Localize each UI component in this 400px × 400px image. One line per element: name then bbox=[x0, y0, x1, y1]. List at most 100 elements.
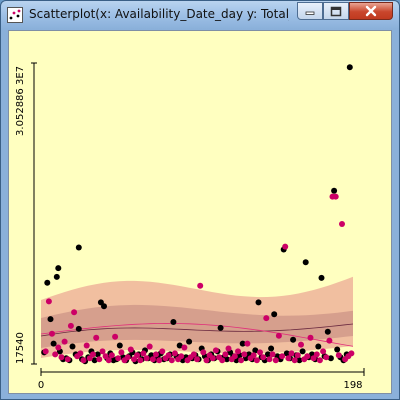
close-button[interactable] bbox=[349, 2, 393, 20]
scatter-point bbox=[331, 187, 338, 194]
scatter-point bbox=[348, 350, 355, 357]
minimize-button[interactable] bbox=[297, 2, 323, 20]
scatter-point bbox=[339, 221, 345, 227]
scatter-point bbox=[159, 348, 166, 355]
scatter-point bbox=[315, 343, 322, 350]
scatter-point bbox=[176, 342, 183, 349]
scatter-point bbox=[118, 349, 125, 356]
scatter-point bbox=[171, 350, 178, 357]
window-title: Scatterplot(x: Availability_Date_day y: … bbox=[29, 7, 289, 21]
minimize-icon bbox=[305, 11, 315, 15]
scatter-point bbox=[244, 340, 251, 347]
scatter-point bbox=[209, 355, 216, 362]
scatter-point bbox=[168, 357, 175, 364]
scatter-point bbox=[260, 354, 267, 361]
scatter-point bbox=[116, 342, 123, 349]
scatter-point bbox=[75, 325, 82, 332]
maximize-icon bbox=[330, 6, 342, 16]
scatter-point bbox=[203, 357, 210, 364]
scatter-point bbox=[71, 309, 78, 316]
scatter-point bbox=[275, 332, 282, 339]
scatter-point bbox=[222, 351, 229, 358]
scatter-point bbox=[137, 357, 144, 364]
trend-line-pink bbox=[40, 322, 354, 347]
scatter-point bbox=[241, 351, 248, 358]
scatter-point bbox=[96, 356, 103, 363]
scatter-point bbox=[101, 303, 107, 310]
scatter-point bbox=[93, 334, 100, 341]
scatter-point bbox=[55, 344, 62, 351]
scatter-point bbox=[80, 357, 87, 364]
window-controls bbox=[297, 2, 393, 22]
scatter-point bbox=[58, 354, 65, 361]
scatter-point bbox=[323, 354, 330, 361]
scatter-point bbox=[294, 352, 301, 359]
scatter-point bbox=[255, 299, 262, 306]
scatter-point bbox=[263, 315, 270, 322]
trend-line-dark bbox=[40, 323, 354, 337]
scatter-point bbox=[115, 355, 122, 362]
scatter-point bbox=[140, 350, 147, 357]
scatter-point bbox=[170, 319, 177, 325]
scatter-point bbox=[302, 259, 309, 266]
scatter-point bbox=[44, 279, 51, 286]
scatter-point bbox=[156, 357, 163, 364]
scatter-point bbox=[313, 351, 320, 358]
scatter-point bbox=[212, 347, 219, 354]
scatter-point bbox=[50, 340, 57, 347]
scatter-point bbox=[42, 348, 49, 355]
scatter-point bbox=[326, 337, 333, 344]
x-tick-label-max: 198 bbox=[343, 380, 362, 391]
scatter-point bbox=[194, 356, 200, 363]
scatter-point bbox=[318, 274, 325, 281]
scatter-point bbox=[178, 353, 185, 360]
scatter-point bbox=[235, 348, 241, 355]
scatter-point bbox=[282, 243, 289, 250]
scatter-point bbox=[219, 357, 226, 364]
scatter-point bbox=[250, 352, 257, 359]
scatter-point bbox=[272, 357, 279, 364]
scatter-point bbox=[252, 347, 259, 354]
scatter-point bbox=[334, 346, 341, 353]
scatter-point bbox=[165, 352, 172, 359]
scatter-point bbox=[296, 357, 303, 364]
x-tick-label-min: 0 bbox=[38, 380, 44, 391]
scatter-point bbox=[52, 351, 59, 358]
scatter-point bbox=[49, 330, 55, 337]
scatter-point bbox=[67, 322, 74, 329]
scatter-point bbox=[324, 328, 331, 335]
title-bar[interactable]: Scatterplot(x: Availability_Date_day y: … bbox=[1, 1, 399, 29]
scatter-point bbox=[320, 348, 327, 355]
scatter-point bbox=[304, 353, 311, 360]
scatter-point bbox=[75, 244, 82, 251]
scatter-point bbox=[153, 351, 159, 358]
scatter-point bbox=[290, 336, 297, 343]
scatter-point bbox=[271, 311, 278, 318]
scatter-point bbox=[90, 351, 96, 358]
scatter-point bbox=[61, 338, 68, 345]
plot-area[interactable]: 0 198 17540 3.052886 3E7 bbox=[8, 30, 392, 394]
scatter-point bbox=[197, 282, 204, 289]
scatter-point bbox=[253, 357, 260, 364]
scatter-point bbox=[99, 348, 106, 355]
scatter-point bbox=[200, 349, 207, 356]
scatter-plot[interactable]: 0 198 17540 3.052886 3E7 bbox=[9, 31, 391, 393]
maximize-button[interactable] bbox=[323, 2, 349, 20]
scatter-point bbox=[127, 346, 134, 353]
scatter-point bbox=[47, 316, 54, 323]
scatter-point bbox=[239, 340, 246, 347]
scatter-point bbox=[186, 338, 193, 345]
scatter-point bbox=[108, 352, 115, 359]
scatter-point bbox=[257, 349, 263, 356]
scatter-point bbox=[288, 350, 295, 357]
scatter-point bbox=[94, 351, 101, 358]
scatter-point bbox=[346, 64, 353, 71]
scatter-point bbox=[45, 298, 52, 305]
scatter-app-icon[interactable] bbox=[7, 7, 23, 23]
scatter-point bbox=[223, 356, 230, 363]
scatter-point bbox=[69, 343, 76, 350]
scatter-point bbox=[283, 350, 290, 357]
scatter-point bbox=[112, 333, 119, 340]
scatter-point bbox=[335, 352, 342, 359]
scatter-point bbox=[181, 344, 188, 351]
